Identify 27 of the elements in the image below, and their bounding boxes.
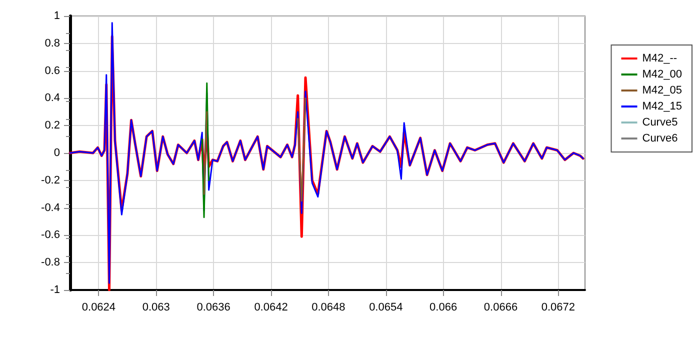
y-tick-label: 0.8 (44, 37, 60, 50)
legend-label: M42_-- (642, 52, 678, 64)
legend-label: Curve6 (642, 132, 678, 144)
y-tick-label: -0.6 (41, 229, 60, 242)
x-tick-label: 0.0636 (196, 302, 230, 314)
y-tick-label: 0.6 (44, 64, 60, 77)
y-tick-label: 0.4 (44, 92, 60, 104)
x-tick-label: 0.0624 (82, 302, 116, 314)
y-tick-label: 0 (54, 147, 60, 159)
x-tick-label: 0.066 (430, 302, 458, 314)
x-tick-label: 0.0672 (541, 302, 576, 314)
x-tick-label: 0.0642 (254, 302, 288, 314)
y-tick-label: -1 (50, 284, 60, 296)
x-tick-label: 0.0648 (312, 302, 346, 314)
legend-label: M42_15 (642, 100, 682, 112)
y-tick-label: -0.8 (41, 256, 60, 269)
y-tick-label: -0.2 (41, 174, 60, 186)
y-tick-label: 1 (54, 10, 60, 22)
x-tick-label: 0.063 (142, 302, 170, 314)
x-tick-label: 0.0666 (484, 302, 518, 314)
legend-label: Curve5 (642, 116, 678, 128)
y-tick-label: 0.2 (44, 120, 60, 132)
line-series (201, 82, 210, 218)
y-tick-label: -0.4 (41, 202, 60, 214)
legend-label: M42_05 (642, 84, 682, 96)
x-tick-label: 0.0654 (369, 302, 403, 314)
legend-label: M42_00 (642, 68, 682, 80)
